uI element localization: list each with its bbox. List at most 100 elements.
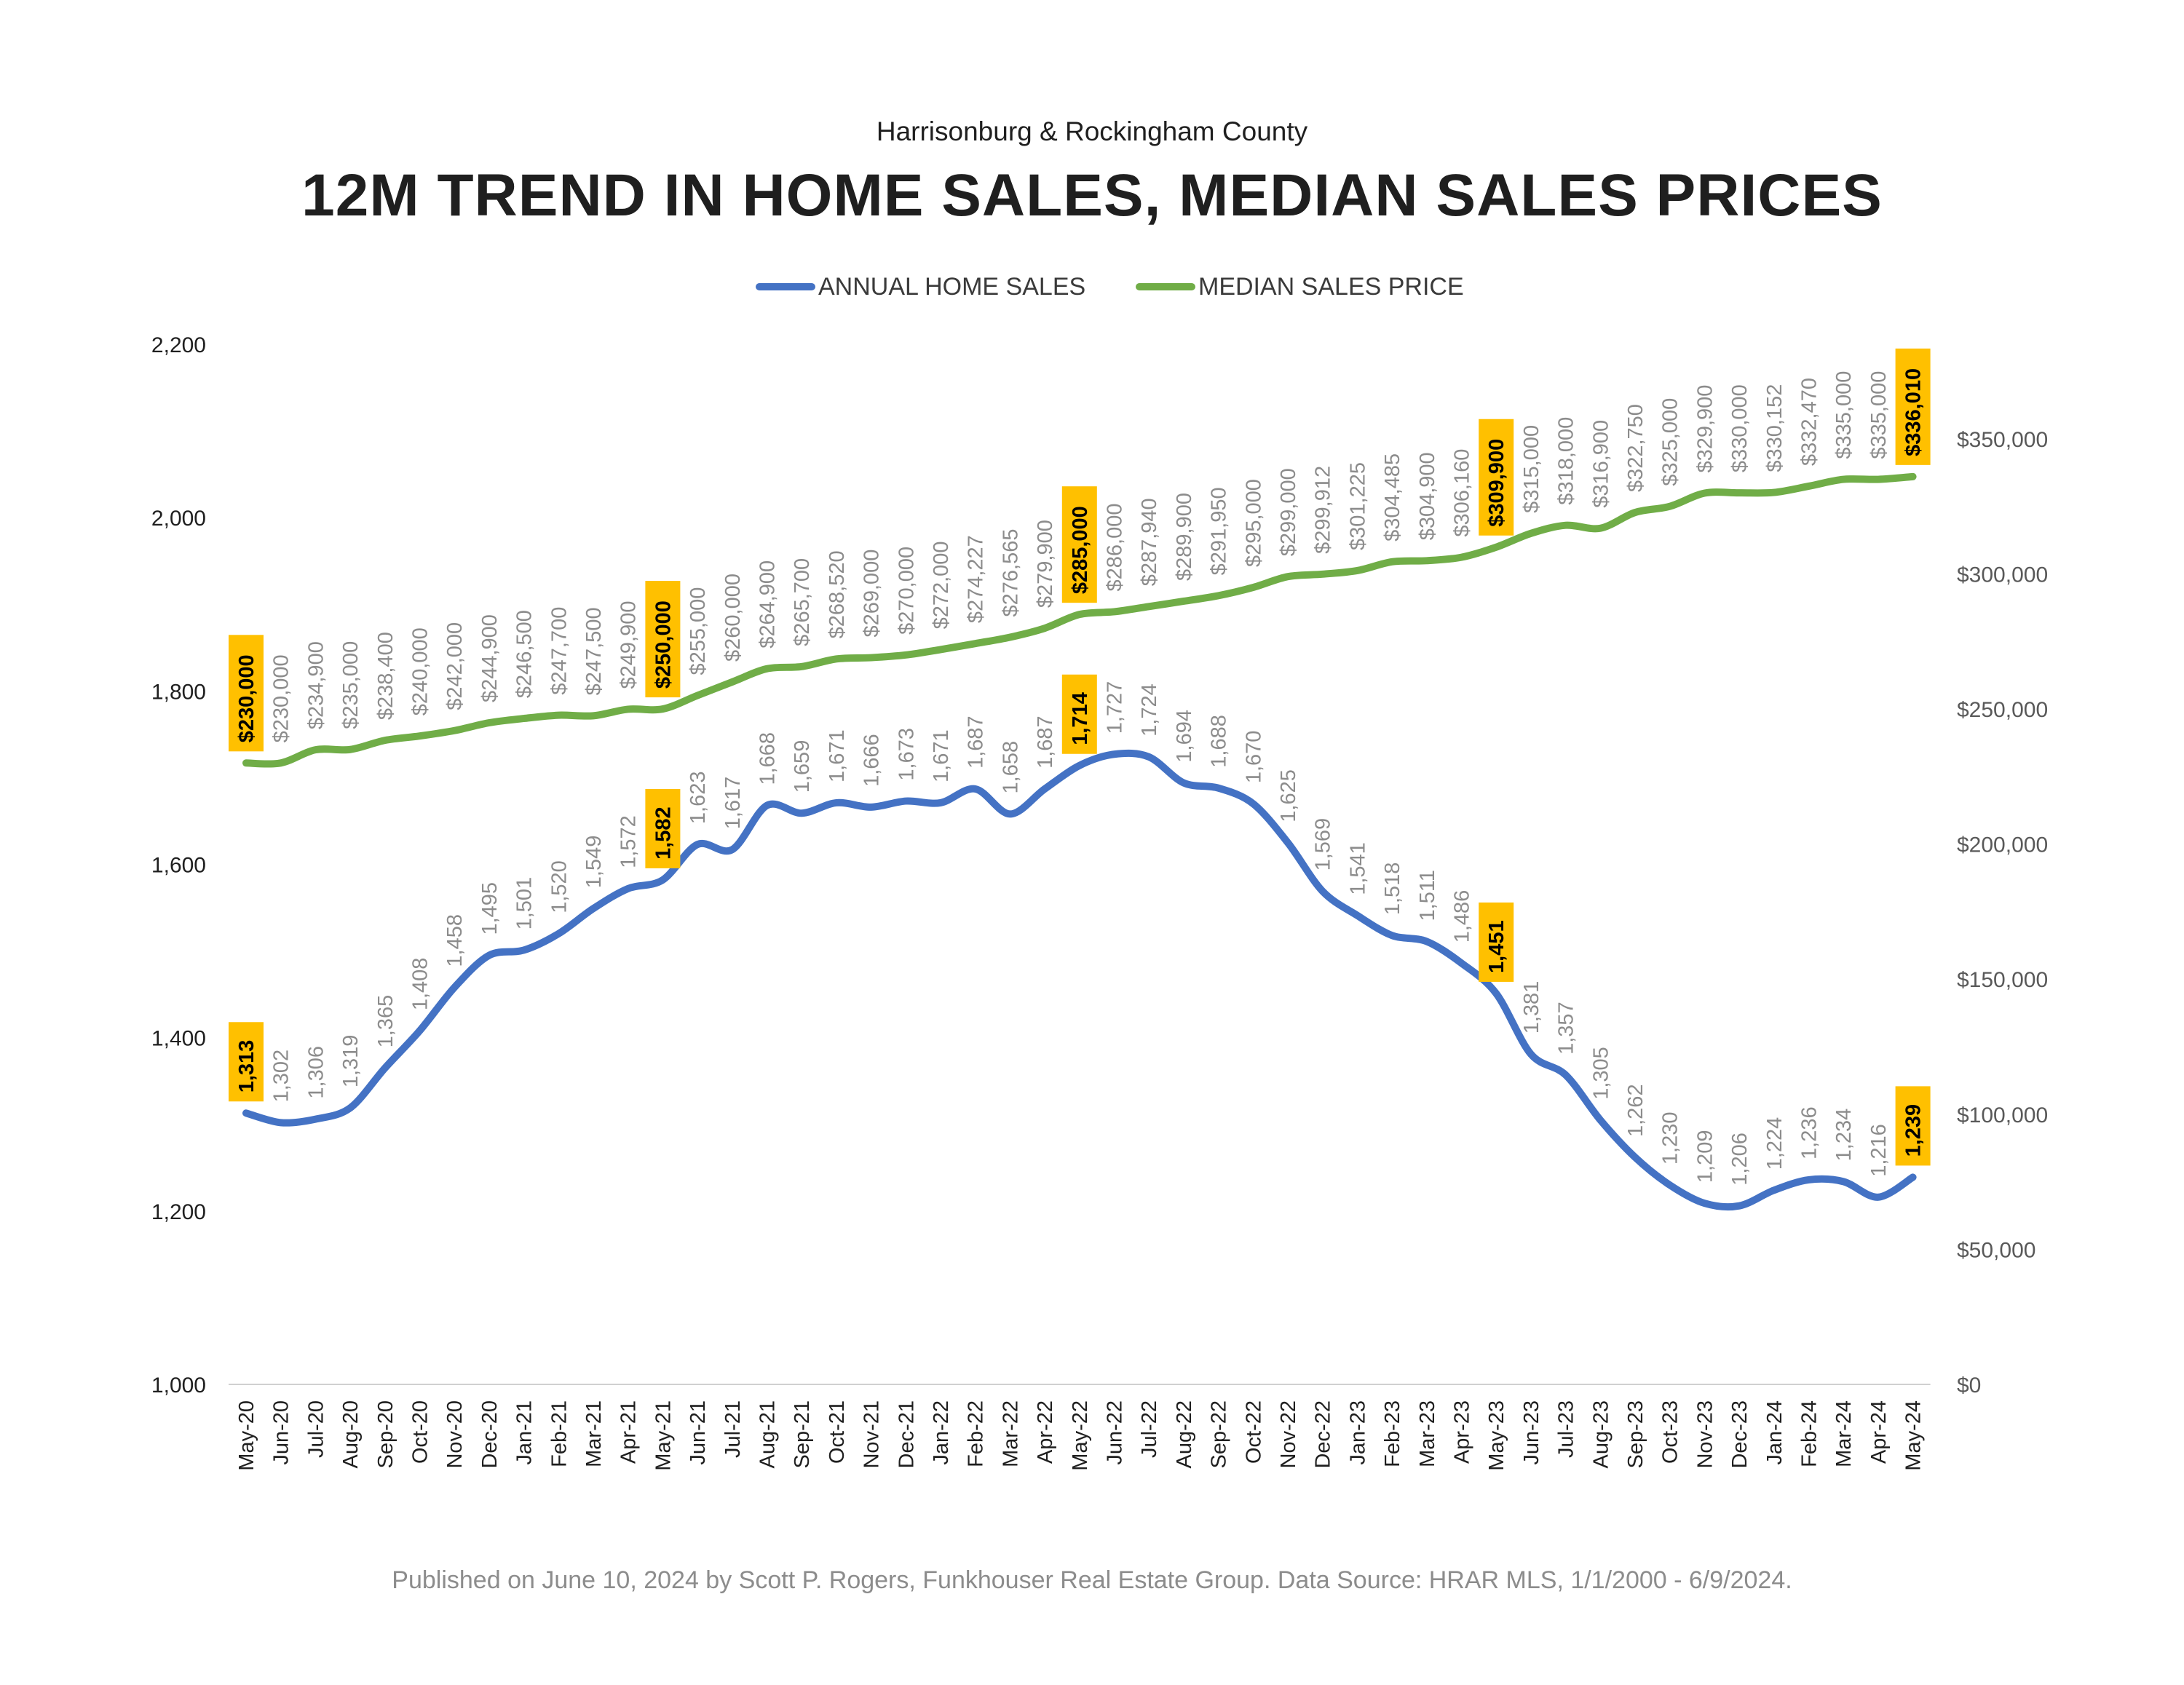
x-axis-category-label: Dec-22 (1312, 1400, 1335, 1469)
sales-series-data-label: 1,209 (1693, 1130, 1717, 1184)
price-series-data-label: $235,000 (339, 641, 363, 729)
price-series-data-point (384, 740, 386, 741)
price-series-data-label: $301,225 (1346, 462, 1369, 550)
right-axis-tick-label: $250,000 (1957, 698, 2048, 722)
sales-series-data-label: 1,302 (270, 1050, 293, 1103)
sales-series-data-label: 1,659 (791, 740, 814, 793)
x-axis-category-label: Nov-20 (443, 1400, 467, 1469)
sales-series-highlight-box (1895, 1086, 1931, 1166)
x-axis-category-label: Oct-23 (1659, 1400, 1682, 1464)
x-axis-category-label: Nov-21 (860, 1400, 884, 1469)
x-axis-category-label: Apr-22 (1034, 1400, 1057, 1464)
sales-series-data-label: 1,670 (1242, 731, 1265, 784)
price-series-data-label: $274,227 (965, 535, 988, 623)
sales-series-data-point (662, 879, 663, 881)
sales-series-data-label: 1,236 (1798, 1106, 1821, 1159)
price-series-data-point (1322, 574, 1324, 575)
right-axis-tick-label: $150,000 (1957, 968, 2048, 992)
sales-series-data-label: 1,671 (930, 729, 953, 782)
price-series-data-point (314, 749, 316, 750)
sales-series-data-label: 1,306 (304, 1046, 328, 1099)
x-axis-category-label: Jan-23 (1346, 1400, 1369, 1465)
x-axis-category-label: Mar-23 (1416, 1400, 1439, 1467)
price-series-data-point (245, 762, 247, 764)
x-axis-category-label: Jan-21 (513, 1400, 537, 1465)
sales-series-data-point (454, 987, 455, 988)
chart-legend: ANNUAL HOME SALES MEDIAN SALES PRICE (0, 271, 2184, 303)
sales-series-data-label: 1,617 (721, 777, 745, 830)
price-series-data-point (940, 649, 941, 650)
price-series-data-point (1634, 512, 1636, 513)
sales-series-data-label: 1,216 (1867, 1124, 1891, 1177)
price-series-data-point (558, 715, 559, 716)
sales-series-data-label: 1,501 (513, 877, 537, 930)
price-series-data-point (280, 762, 282, 764)
left-axis-tick-label: 1,600 (151, 854, 206, 878)
x-axis-category-label: Feb-21 (547, 1400, 571, 1467)
x-axis-category-label: Feb-24 (1798, 1400, 1821, 1467)
price-series-data-label: $250,000 (652, 600, 675, 689)
price-series-highlight-box (1061, 486, 1097, 603)
price-series-data-label: $330,000 (1728, 384, 1752, 472)
right-axis-tick-label: $100,000 (1957, 1103, 2048, 1127)
legend-swatch-price (1136, 283, 1195, 290)
price-series-data-label: $330,152 (1763, 384, 1787, 472)
price-series-data-label: $247,700 (547, 607, 571, 695)
sales-series-data-point (1669, 1184, 1671, 1186)
sales-series-data-point (314, 1119, 316, 1120)
price-series-data-label: $285,000 (1069, 506, 1092, 594)
price-series-data-label: $244,900 (478, 614, 502, 702)
price-series-data-label: $309,900 (1485, 439, 1508, 527)
price-series-data-point (1148, 606, 1150, 607)
sales-series-data-point (871, 806, 872, 808)
x-axis-category-label: Sep-22 (1208, 1400, 1231, 1469)
price-series-data-point (1495, 547, 1497, 548)
price-series-data-label: $287,940 (1138, 498, 1161, 586)
sales-series-data-point (1461, 962, 1463, 964)
x-axis-category-label: Oct-21 (826, 1400, 849, 1464)
x-axis-category-label: Jan-24 (1763, 1400, 1787, 1465)
sales-series-data-label: 1,234 (1832, 1109, 1856, 1162)
x-axis-category-label: Jun-23 (1520, 1400, 1543, 1465)
sales-series-data-label: 1,582 (652, 806, 675, 860)
left-axis-tick-label: 1,200 (151, 1200, 206, 1224)
sales-series-data-label: 1,239 (1902, 1104, 1926, 1157)
price-series-data-point (1599, 528, 1601, 529)
price-series-data-point (1183, 600, 1184, 602)
x-axis-category-label: May-20 (235, 1400, 258, 1471)
sales-series-data-point (1599, 1119, 1601, 1121)
price-series-data-label: $335,000 (1832, 371, 1856, 459)
price-series-data-label: $246,500 (513, 610, 537, 698)
sales-series-data-label: 1,518 (1381, 863, 1404, 916)
sales-series-data-label: 1,451 (1485, 920, 1508, 973)
sales-series-data-label: 1,623 (687, 772, 710, 825)
price-series-data-label: $325,000 (1659, 398, 1682, 486)
sales-series-data-point (1912, 1176, 1914, 1178)
price-series-data-point (1114, 611, 1115, 612)
sales-series-data-label: 1,549 (582, 836, 606, 889)
legend-swatch-sales (756, 283, 815, 290)
sales-series-data-point (836, 802, 837, 804)
sales-series-data-label: 1,668 (756, 732, 780, 785)
price-series-data-label: $299,912 (1312, 466, 1335, 554)
sales-series-data-label: 1,381 (1520, 981, 1543, 1034)
price-series-data-label: $240,000 (409, 627, 432, 715)
sales-series-highlight-box (1479, 902, 1514, 982)
right-axis-tick-label: $300,000 (1957, 563, 2048, 587)
x-axis-category-label: Feb-23 (1381, 1400, 1404, 1467)
price-series-data-point (662, 708, 663, 710)
sales-series-data-label: 1,365 (374, 995, 397, 1048)
price-series-data-point (1565, 525, 1567, 526)
x-axis-category-label: Jul-20 (304, 1400, 328, 1458)
x-axis-category-label: Nov-22 (1277, 1400, 1300, 1469)
sales-series-data-point (523, 949, 525, 951)
price-series-highlight-box (229, 635, 264, 752)
price-series-data-label: $286,000 (1104, 503, 1127, 591)
legend-item-sales: ANNUAL HOME SALES (756, 271, 1085, 303)
x-axis-category-label: Dec-23 (1728, 1400, 1752, 1469)
price-series-data-point (1773, 492, 1775, 493)
price-series-data-point (628, 708, 629, 710)
price-series-data-point (1704, 493, 1705, 494)
price-series-data-label: $316,900 (1589, 420, 1613, 508)
price-series-data-point (1808, 485, 1810, 487)
